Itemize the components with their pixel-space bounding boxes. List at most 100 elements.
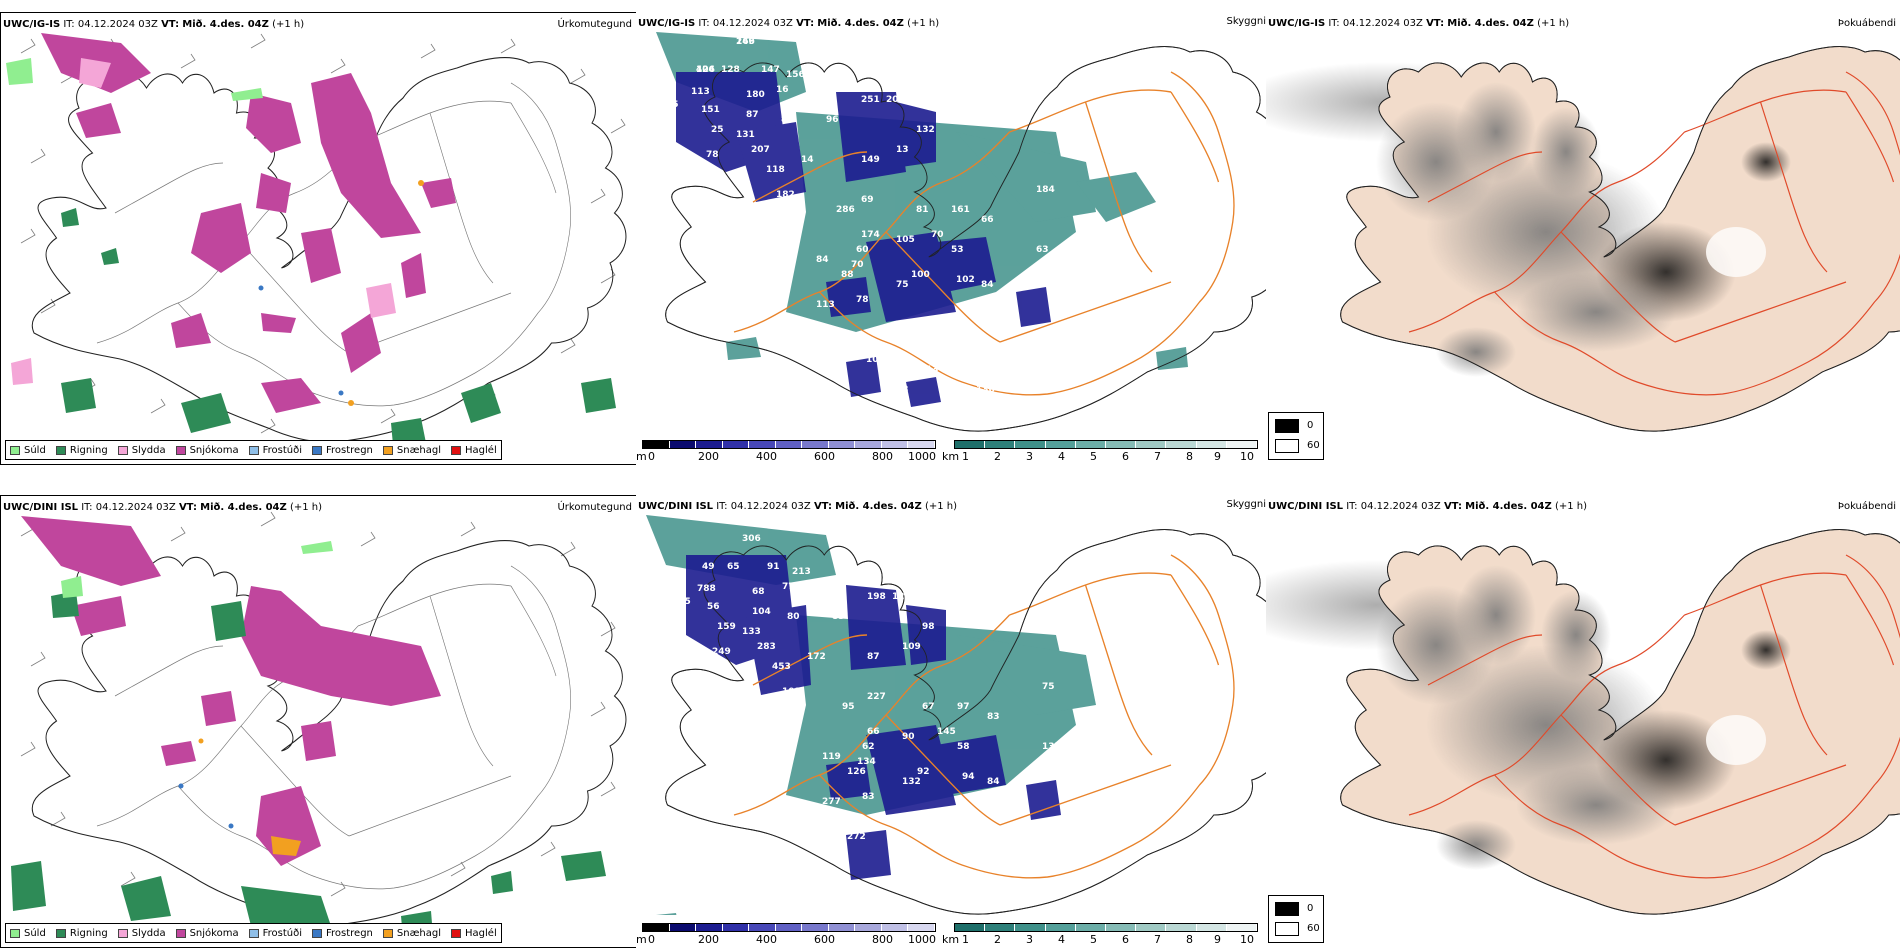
fog-intensity bbox=[1376, 82, 1791, 377]
visibility-value: 84 bbox=[981, 280, 994, 290]
fog-legend-low-swatch bbox=[1275, 419, 1299, 433]
visibility-value: 82 bbox=[737, 712, 750, 722]
visibility-value: 286 bbox=[836, 205, 855, 215]
legend-swatch bbox=[248, 928, 259, 938]
visibility-value: 227 bbox=[867, 692, 886, 702]
fog-legend-low: 0 bbox=[1307, 903, 1314, 914]
colorbar-tick: 400 bbox=[756, 933, 777, 946]
visibility-value: 124 bbox=[926, 85, 945, 95]
visibility-value: 156 bbox=[786, 70, 805, 80]
legend-swatch bbox=[175, 445, 186, 455]
colorbar-m-strip bbox=[642, 923, 936, 932]
colorbar-km: km 1 2 3 4 5 6 7 8 9 10 bbox=[942, 923, 1262, 946]
visibility-value: 159 bbox=[717, 622, 736, 632]
visibility-value: 272 bbox=[847, 832, 866, 842]
colorbar-tick: 2 bbox=[994, 450, 1001, 463]
precip-type-map bbox=[11, 511, 627, 938]
legend-swatch bbox=[117, 445, 128, 455]
fog-legend-high: 60 bbox=[1307, 923, 1320, 934]
visibility-value: 151 bbox=[701, 105, 720, 115]
visibility-value: 283 bbox=[757, 642, 776, 652]
colorbar-tick: 800 bbox=[872, 450, 893, 463]
visibility-value: 187 bbox=[746, 230, 765, 240]
legend-item: Frostregn bbox=[312, 445, 373, 456]
legend-swatch bbox=[451, 445, 462, 455]
visibility-value: 105 bbox=[866, 355, 885, 365]
visibility-value: 74 bbox=[662, 614, 675, 624]
legend-item: Frostregn bbox=[312, 928, 373, 939]
visibility-value: 91 bbox=[782, 722, 795, 732]
legend-item: Slydda bbox=[117, 928, 166, 939]
colorbar-tick: 200 bbox=[698, 933, 719, 946]
visibility-value: 134 bbox=[857, 757, 876, 767]
colorbar-tick: 8 bbox=[1186, 933, 1193, 946]
panel-title: UWC/DINI ISL IT: 04.12.2024 03Z VT: Mið.… bbox=[1268, 501, 1588, 512]
colorbar-unit: km bbox=[942, 933, 960, 946]
visibility-value: 100 bbox=[911, 270, 930, 280]
visibility-value: 453 bbox=[772, 662, 791, 672]
fog-legend-high-swatch bbox=[1275, 439, 1299, 453]
visibility-value: 306 bbox=[742, 534, 761, 544]
panel-title: UWC/DINI ISL IT: 04.12.2024 03Z VT: Mið.… bbox=[3, 502, 323, 513]
panel-type-label: Skyggni bbox=[1226, 16, 1266, 27]
visibility-panel-top: UWC/IG-IS IT: 04.12.2024 03Z VT: Mið. 4.… bbox=[636, 12, 1266, 465]
visibility-value: 277 bbox=[822, 797, 841, 807]
colorbar-unit: m bbox=[636, 933, 647, 946]
visibility-value: 102 bbox=[956, 275, 975, 285]
sleet-areas bbox=[11, 58, 396, 385]
visibility-value: 269 bbox=[736, 37, 755, 47]
visibility-value: 60 bbox=[856, 245, 869, 255]
visibility-value: 75 bbox=[1042, 682, 1055, 692]
visibility-value: 75 bbox=[896, 280, 909, 290]
colorbar-tick: 10 bbox=[1240, 450, 1254, 463]
fog-panel-bottom: UWC/DINI ISL IT: 04.12.2024 03Z VT: Mið.… bbox=[1266, 495, 1900, 948]
visibility-value: 94 bbox=[962, 772, 975, 782]
visibility-map: 269 124 128 147 156 113 180 16 15 152 151 87 89 251 20… bbox=[656, 32, 1266, 432]
fog-legend-low: 0 bbox=[1307, 420, 1314, 431]
panel-type-label: Úrkomutegund bbox=[557, 19, 632, 30]
visibility-value: 13 bbox=[896, 145, 909, 155]
visibility-value: 132 bbox=[916, 125, 935, 135]
visibility-value: 81 bbox=[916, 205, 929, 215]
visibility-value: 131 bbox=[736, 130, 755, 140]
visibility-value: 83 bbox=[862, 792, 875, 802]
visibility-value: 20 bbox=[886, 95, 899, 105]
panel-title: UWC/DINI ISL IT: 04.12.2024 03Z VT: Mið.… bbox=[638, 501, 958, 512]
colorbar-km: km 1 2 3 4 5 6 7 8 9 10 bbox=[942, 440, 1262, 463]
visibility-value: 92 bbox=[917, 767, 930, 777]
visibility-value: 68 bbox=[752, 587, 765, 597]
legend-swatch bbox=[312, 445, 322, 455]
colorbar-tick: 1000 bbox=[908, 933, 936, 946]
colorbar-tick: 1000 bbox=[908, 450, 936, 463]
colorbar-km-strip bbox=[954, 440, 1258, 449]
visibility-value: 126 bbox=[847, 767, 866, 777]
panel-type-label: Þokuábendi bbox=[1837, 18, 1896, 29]
visibility-value: 70 bbox=[851, 260, 864, 270]
colorbar-m: m 0 200 400 600 800 1000 bbox=[636, 440, 936, 463]
visibility-value: 161 bbox=[951, 205, 970, 215]
visibility-value: 172 bbox=[807, 652, 826, 662]
colorbar-tick: 800 bbox=[872, 933, 893, 946]
visibility-value: 66 bbox=[981, 215, 994, 225]
colorbar-tick: 6 bbox=[1122, 933, 1129, 946]
fog-legend-low-swatch bbox=[1275, 902, 1299, 916]
visibility-values: 269 124 128 147 156 113 180 16 15 152 151 87 89 251 20… bbox=[656, 37, 1055, 395]
colorbar-tick: 8 bbox=[1186, 450, 1193, 463]
visibility-value: 101 bbox=[731, 215, 750, 225]
colorbar-tick: 5 bbox=[1090, 933, 1097, 946]
visibility-value: 66 bbox=[867, 727, 880, 737]
visibility-value: 87 bbox=[867, 652, 880, 662]
visibility-value: 96 bbox=[826, 115, 839, 125]
visibility-value: 62 bbox=[862, 742, 875, 752]
colorbar-tick: 9 bbox=[1214, 450, 1221, 463]
visibility-value: 104 bbox=[752, 607, 771, 617]
visibility-value: 113 bbox=[816, 300, 835, 310]
colorbar-tick: 4 bbox=[1058, 933, 1065, 946]
fog-map bbox=[1266, 46, 1900, 432]
colorbar-tick: 400 bbox=[756, 450, 777, 463]
legend-swatch bbox=[55, 445, 66, 455]
visibility-value: 174 bbox=[861, 230, 880, 240]
visibility-value: 124 bbox=[696, 65, 715, 75]
visibility-value: 152 bbox=[776, 225, 795, 235]
fog-legend: 0 60 bbox=[1268, 412, 1324, 460]
